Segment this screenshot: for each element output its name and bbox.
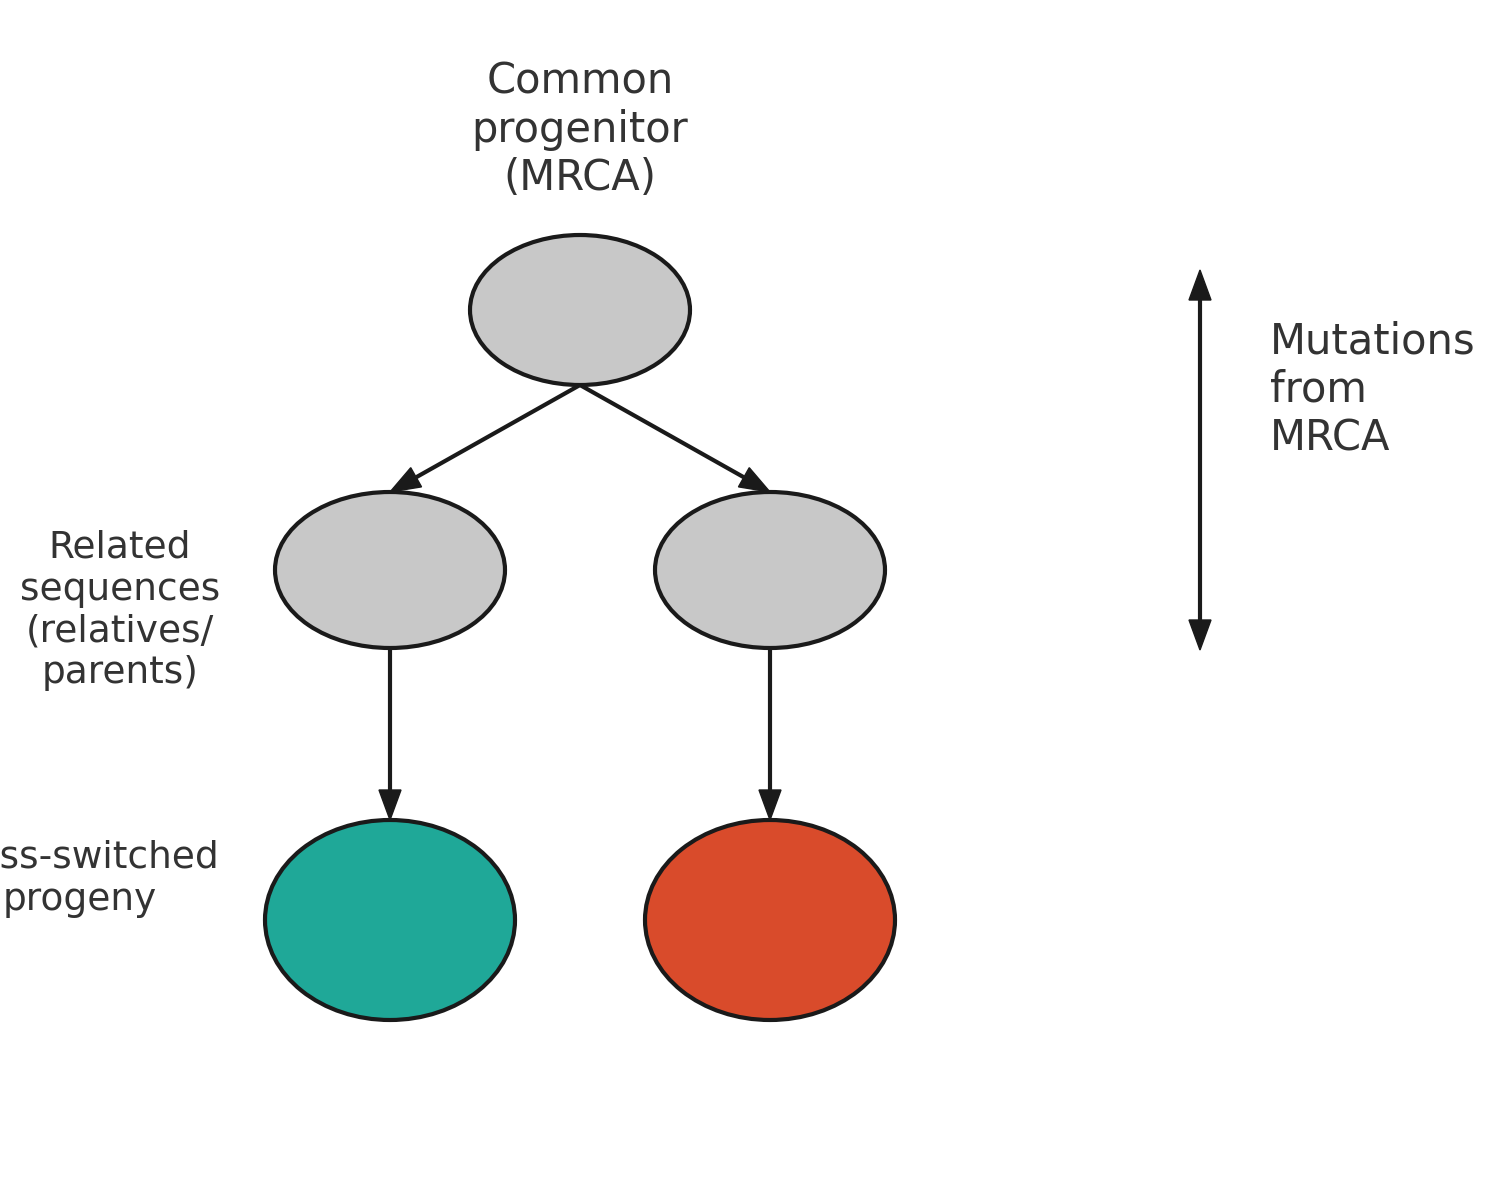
Polygon shape (380, 790, 400, 820)
Text: Class-switched
progeny: Class-switched progeny (0, 840, 219, 918)
Polygon shape (759, 790, 782, 820)
Ellipse shape (470, 235, 690, 385)
Text: Related
sequences
(relatives/
parents): Related sequences (relatives/ parents) (20, 530, 220, 690)
Ellipse shape (645, 820, 896, 1020)
Polygon shape (1190, 270, 1210, 300)
Ellipse shape (274, 492, 506, 648)
Ellipse shape (266, 820, 514, 1020)
Polygon shape (1190, 620, 1210, 650)
Text: Mutations
from
MRCA: Mutations from MRCA (1270, 320, 1476, 460)
Ellipse shape (656, 492, 885, 648)
Polygon shape (390, 467, 422, 492)
Polygon shape (738, 467, 770, 492)
Text: Common
progenitor
(MRCA): Common progenitor (MRCA) (471, 60, 688, 199)
